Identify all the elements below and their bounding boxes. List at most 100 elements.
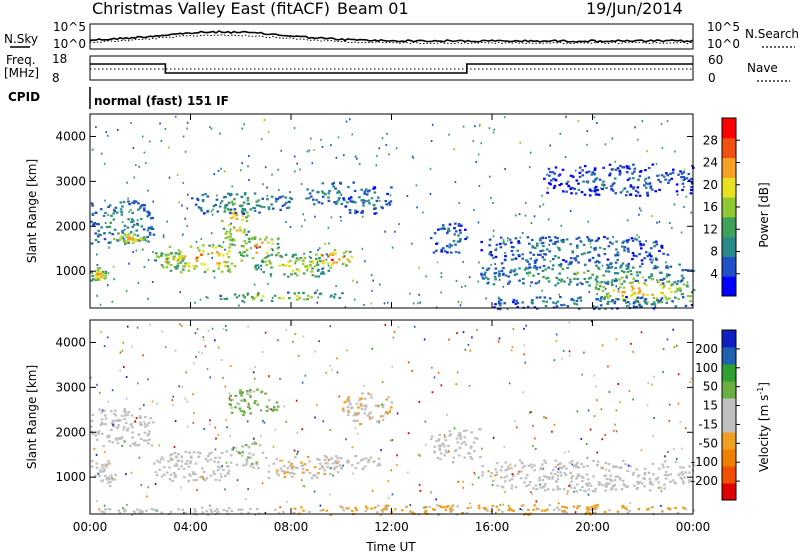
velocity-cell [364,510,368,513]
power-cell [620,265,622,267]
power-cell [629,185,633,188]
power-cell [261,197,264,200]
power-cell [650,255,653,258]
power-cell [638,303,641,307]
velocity-cell [237,402,239,405]
velocity-cell [604,483,608,486]
velocity-cell [575,490,578,493]
power-cell [639,244,643,247]
velocity-cell [292,340,294,343]
velocity-cell [569,354,571,357]
power-cell [212,205,216,208]
velocity-colorbar-tick-label: 50 [703,380,718,394]
velocity-cell [252,442,255,446]
velocity-cell [619,401,621,404]
velocity-cell [133,443,137,446]
power-cell [322,272,326,275]
power-cell [499,246,503,249]
velocity-cell [586,510,589,513]
power-cell [422,211,424,214]
velocity-cell [189,474,192,477]
power-cell [135,229,138,232]
power-cell [683,168,686,171]
velocity-cell [629,465,632,468]
power-cell [266,194,269,197]
power-cell [327,196,330,199]
velocity-cell [385,504,388,507]
power-cell [109,241,112,244]
power-cell [594,278,598,281]
velocity-cell [314,416,316,419]
power-cell [533,246,537,249]
power-cell [454,222,457,225]
power-cell [195,259,199,262]
velocity-cell [123,366,125,368]
velocity-cell [264,392,267,395]
velocity-cell [97,432,100,435]
velocity-cell [137,433,141,436]
velocity-cell [438,434,441,437]
velocity-cell [445,505,448,508]
power-cell [251,257,255,260]
power-cell [261,260,264,264]
velocity-cell [566,490,570,493]
velocity-cell [192,451,196,454]
power-cell [315,198,318,201]
velocity-cell [448,338,450,341]
power-cell [247,214,250,217]
power-cell [238,226,242,229]
velocity-cell [418,483,421,486]
power-cell [596,260,599,263]
power-cell [479,123,481,126]
power-cell [580,191,584,194]
velocity-cell [355,509,358,512]
power-cell [646,194,650,197]
power-cell [611,299,614,302]
power-cell [497,302,501,305]
velocity-cell [296,466,299,469]
velocity-cell [332,474,334,477]
power-cell [409,292,411,295]
power-cell [621,241,625,244]
velocity-cell [369,393,372,396]
power-cell [472,140,475,142]
power-cell [264,260,267,263]
velocity-cell [557,468,560,471]
velocity-cell [103,511,106,514]
velocity-cell [330,457,333,460]
power-cell [544,236,548,240]
velocity-cell [351,464,354,467]
velocity-cell [195,355,197,358]
power-cell [152,233,156,236]
power-cell [246,196,250,199]
power-cell [327,269,331,272]
noise-search-label: N.Search [745,27,799,41]
velocity-cell [134,420,137,423]
power-cell [317,275,321,278]
velocity-cell [481,471,485,474]
velocity-cell [363,385,365,387]
station-title: Christmas Valley East (fitACF) [92,0,330,18]
power-cell [227,209,231,212]
power-cell [661,146,664,149]
velocity-cell [663,487,666,490]
power-cell [647,301,649,304]
velocity-cell [290,471,294,474]
power-cell [583,193,587,196]
power-cell [634,298,638,301]
velocity-cell [126,429,129,432]
velocity-cell [469,349,472,352]
power-cell [636,191,640,194]
power-cell [596,121,598,124]
power-cell [440,272,443,275]
power-cell [90,279,94,282]
power-cell [131,241,135,244]
velocity-cell [624,463,627,466]
power-cell [682,171,686,174]
velocity-cell [154,471,158,474]
velocity-cell [323,454,327,458]
power-cell [375,212,378,215]
velocity-cell [476,437,479,440]
power-cell [255,243,258,246]
power-cell [650,278,654,281]
